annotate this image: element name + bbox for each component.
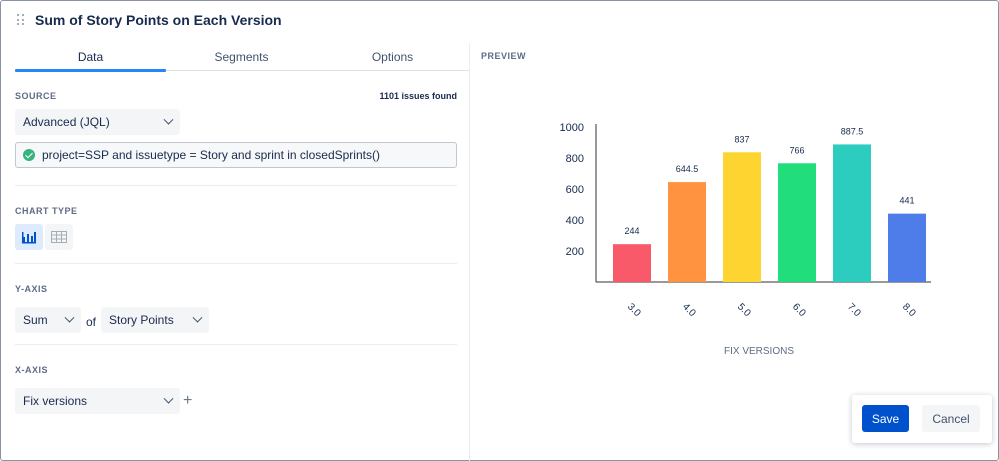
source-mode-select[interactable]: Advanced (JQL) (15, 109, 180, 135)
x-tick-label: 3.0 (625, 301, 643, 319)
tab-data[interactable]: Data (15, 43, 166, 72)
chevron-down-icon (64, 312, 75, 323)
action-bar: Save Cancel (852, 395, 992, 443)
of-text: of (86, 315, 97, 329)
x-axis-field-value: Fix versions (23, 394, 88, 408)
settings-panel: Data Segments Options SOURCE 1101 issues… (1, 43, 469, 461)
bar (723, 152, 761, 282)
y-tick-label: 200 (566, 246, 584, 258)
y-axis-field-value: Story Points (109, 313, 174, 327)
tab-segments[interactable]: Segments (214, 50, 269, 64)
y-axis-label: Y-AXIS (15, 284, 48, 294)
tab-options[interactable]: Options (371, 50, 414, 64)
chevron-down-icon (192, 312, 203, 323)
x-tick-label: 5.0 (735, 301, 753, 319)
table-icon (51, 231, 67, 243)
save-button[interactable]: Save (862, 405, 909, 432)
bar (613, 244, 651, 282)
dialog-title: Sum of Story Points on Each Version (35, 12, 282, 28)
data-label: 766 (789, 145, 804, 155)
dialog-header: Sum of Story Points on Each Version (17, 10, 282, 30)
add-icon[interactable]: + (183, 392, 193, 409)
data-label: 887.5 (841, 126, 864, 136)
y-tick-label: 400 (566, 215, 584, 227)
y-tick-label: 600 (566, 184, 584, 196)
source-mode-value: Advanced (JQL) (23, 115, 110, 129)
bar (888, 213, 926, 282)
y-axis-aggregate-value: Sum (23, 313, 48, 327)
x-tick-label: 8.0 (900, 301, 918, 319)
issues-found-count: 1101 issues found (379, 91, 457, 101)
x-tick-label: 4.0 (680, 301, 698, 319)
section-divider (15, 185, 457, 186)
bar (833, 144, 871, 282)
x-axis-field-select[interactable]: Fix versions (15, 388, 180, 414)
x-axis-title: FIX VERSIONS (724, 346, 794, 357)
y-tick-label: 800 (566, 153, 584, 165)
jql-query-field[interactable]: project=SSP and issuetype = Story and sp… (15, 142, 457, 168)
x-axis-label: X-AXIS (15, 365, 49, 375)
section-divider (15, 344, 457, 345)
bar-chart-icon (22, 232, 36, 244)
tab-bar: Data Segments Options (15, 43, 469, 72)
valid-check-icon (23, 149, 35, 161)
cancel-button[interactable]: Cancel (922, 405, 980, 432)
x-tick-label: 7.0 (845, 301, 863, 319)
data-label: 244 (624, 226, 639, 236)
bar (668, 182, 706, 282)
bar-chart: 200 400 600 800 1000 244 3.0 644.5 4.0 837 5.0 766 6… (560, 122, 931, 357)
panel-divider (469, 43, 470, 461)
source-label: SOURCE (15, 91, 57, 101)
bar-chart-type-button[interactable] (15, 224, 43, 250)
x-tick-label: 6.0 (790, 301, 808, 319)
y-axis-aggregate-select[interactable]: Sum (15, 307, 81, 333)
data-label: 837 (734, 134, 749, 144)
y-tick-label: 1000 (560, 122, 584, 134)
data-label: 644.5 (676, 164, 699, 174)
chevron-down-icon (163, 114, 174, 125)
table-chart-type-button[interactable] (45, 224, 73, 250)
section-divider (15, 263, 457, 264)
chart-type-label: CHART TYPE (15, 206, 78, 216)
jql-query-text: project=SSP and issuetype = Story and sp… (42, 148, 380, 162)
y-axis-field-select[interactable]: Story Points (101, 307, 209, 333)
bar (778, 163, 816, 282)
data-label: 441 (899, 196, 914, 206)
drag-handle-icon[interactable] (17, 14, 25, 26)
chevron-down-icon (163, 393, 174, 404)
preview-label: PREVIEW (481, 51, 527, 61)
